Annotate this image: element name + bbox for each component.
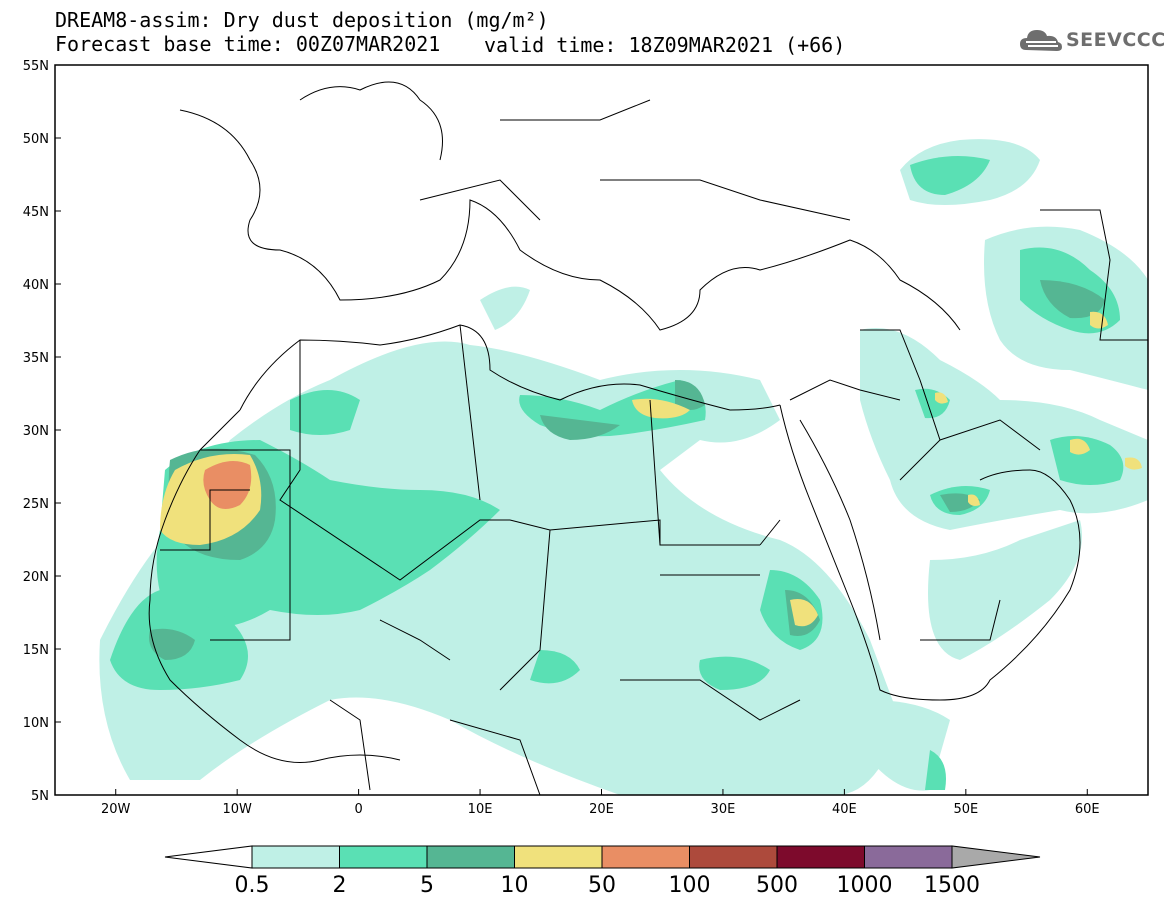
colorbar-label: 0.5: [235, 873, 270, 898]
colorbar-swatch: [689, 845, 778, 869]
colorbar-label: 100: [669, 873, 711, 898]
lat-tick-label: 45N: [23, 205, 49, 220]
colorbar-swatch: [514, 845, 603, 869]
colorbar-label: 2: [333, 873, 347, 898]
lon-tick-label: 0: [354, 802, 362, 817]
lat-tick-label: 30N: [23, 424, 49, 439]
lat-tick-label: 15N: [23, 643, 49, 658]
cloud-logo-icon: [1020, 30, 1062, 51]
lon-tick-label: 20W: [101, 802, 131, 817]
lon-tick-label: 10W: [222, 802, 252, 817]
colorbar-swatch: [776, 845, 865, 869]
colorbar-label: 50: [588, 873, 616, 898]
latitude-axis: 55N 50N 45N 40N 35N 30N 25N 20N 15N 10N 5N: [23, 59, 61, 804]
colorbar-label: 1500: [924, 873, 980, 898]
country-borders: [148, 81, 1148, 795]
deposition-level-50: [203, 461, 252, 509]
colorbar-swatch: [426, 845, 515, 869]
lat-tick-label: 20N: [23, 570, 49, 585]
colorbar-swatch: [864, 845, 953, 869]
colorbar-label: 1000: [837, 873, 893, 898]
colorbar-swatch: [601, 845, 690, 869]
colorbar-swatch: [339, 845, 428, 869]
seevccc-logo: SEEVCCC: [1018, 26, 1165, 56]
map-title: DREAM8-assim: Dry dust deposition (mg/m²…: [55, 8, 549, 32]
colorbar-label: 500: [756, 873, 798, 898]
lon-tick-label: 20E: [589, 802, 614, 817]
colorbar-label: 10: [501, 873, 529, 898]
lat-tick-label: 25N: [23, 497, 49, 512]
lat-tick-label: 5N: [31, 789, 49, 804]
lat-tick-label: 50N: [23, 132, 49, 147]
logo-text: SEEVCCC: [1066, 29, 1165, 51]
lat-tick-label: 55N: [23, 59, 49, 74]
lon-tick-label: 40E: [832, 802, 857, 817]
longitude-axis: 20W 10W 0 10E 20E 30E 40E 50E 60E: [101, 789, 1100, 817]
lat-tick-label: 35N: [23, 351, 49, 366]
colorbar-label: 5: [420, 873, 434, 898]
lat-tick-label: 40N: [23, 278, 49, 293]
forecast-base-time: Forecast base time: 00Z07MAR2021: [55, 32, 441, 56]
colorbar-swatch: [251, 845, 340, 869]
lon-tick-label: 10E: [468, 802, 493, 817]
lon-tick-label: 30E: [711, 802, 736, 817]
colorbar-under-arrow: [164, 845, 253, 869]
valid-time: valid time: 18Z09MAR2021 (+66): [484, 33, 846, 57]
lat-tick-label: 10N: [23, 716, 49, 731]
lon-tick-label: 60E: [1075, 802, 1100, 817]
colorbar-over-arrow: [951, 845, 1041, 869]
lon-tick-label: 50E: [953, 802, 978, 817]
